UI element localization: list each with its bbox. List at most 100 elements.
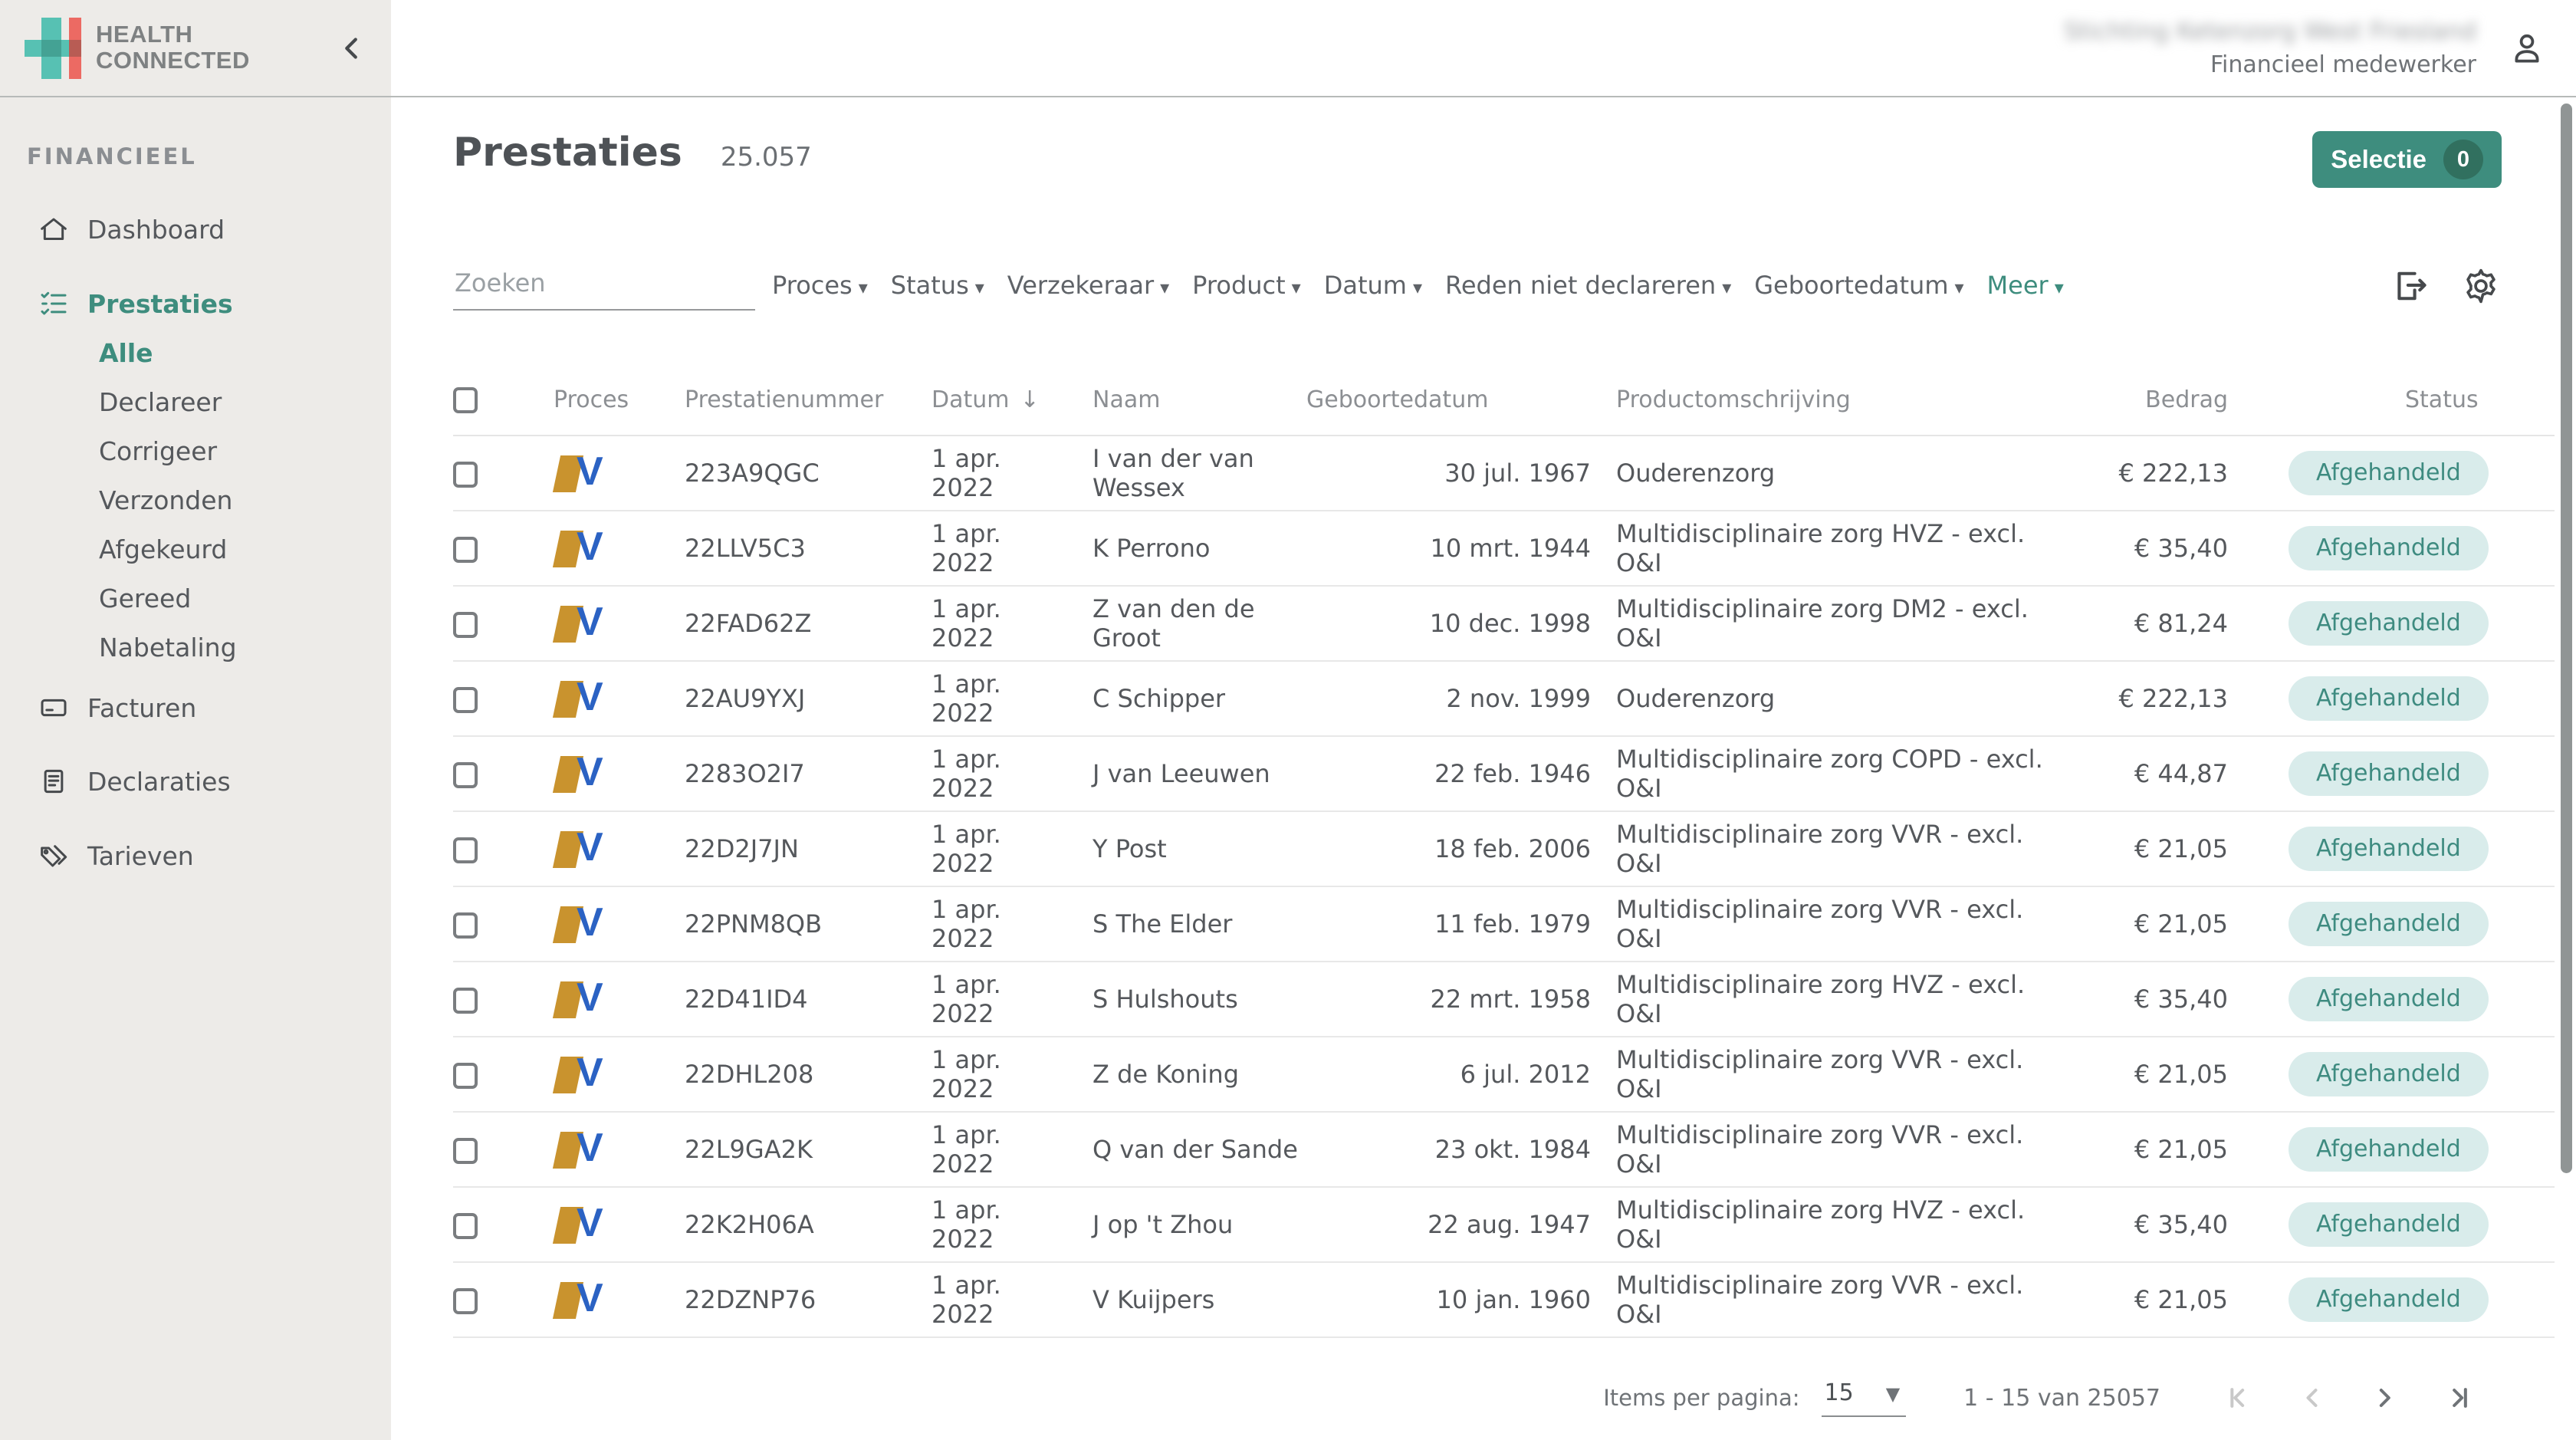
column-header-datum[interactable]: Datum ↓ <box>908 364 1069 436</box>
row-checkbox[interactable] <box>453 837 478 863</box>
column-header-naam[interactable]: Naam <box>1069 364 1306 436</box>
row-checkbox[interactable] <box>453 612 478 638</box>
sidebar-subitem[interactable]: Corrigeer <box>99 436 218 466</box>
export-icon[interactable] <box>2389 266 2429 306</box>
filter-meer[interactable]: Meer ▾ <box>1986 271 2064 300</box>
filter-dropdown[interactable]: Datum ▾ <box>1323 271 1423 300</box>
geboortedatum-cell: 23 okt. 1984 <box>1306 1112 1591 1188</box>
filter-dropdown[interactable]: Geboortedatum ▾ <box>1754 271 1964 300</box>
home-icon <box>38 213 71 245</box>
first-page-button[interactable] <box>2228 1382 2259 1413</box>
filter-dropdown[interactable]: Product ▾ <box>1192 271 1301 300</box>
status-badge: Afgehandeld <box>2288 676 2489 721</box>
prestatienummer-cell: 22DZNP76 <box>661 1262 908 1338</box>
table-header-row: Proces Prestatienummer Datum ↓ Naam Geboo… <box>453 364 2555 436</box>
filter-dropdown[interactable]: Status ▾ <box>890 271 984 300</box>
chevron-down-icon: ▾ <box>1412 277 1423 298</box>
table-row[interactable]: V 22K2H06A 1 apr. 2022 J op 't Zhou 22 a… <box>453 1187 2555 1263</box>
row-checkbox[interactable] <box>453 1138 478 1164</box>
select-all-checkbox[interactable] <box>453 386 478 413</box>
table-row[interactable]: V 223A9QGC 1 apr. 2022 I van der van Wes… <box>453 436 2555 511</box>
row-checkbox[interactable] <box>453 462 478 488</box>
sidebar-item-facturen[interactable]: Facturen <box>0 683 391 732</box>
table-row[interactable]: V 2283O2I7 1 apr. 2022 J van Leeuwen 22 … <box>453 736 2555 812</box>
settings-gear-icon[interactable] <box>2461 266 2501 306</box>
selectie-button[interactable]: Selectie 0 <box>2312 131 2502 188</box>
row-checkbox[interactable] <box>453 1288 478 1314</box>
sidebar-item-declaraties[interactable]: Declaraties <box>0 757 391 806</box>
table-row[interactable]: V 22L9GA2K 1 apr. 2022 Q van der Sande 2… <box>453 1112 2555 1188</box>
row-checkbox[interactable] <box>453 687 478 713</box>
column-header-productomschrijving[interactable]: Productomschrijving <box>1591 364 2044 436</box>
geboortedatum-cell: 11 feb. 1979 <box>1306 886 1591 962</box>
search-field[interactable] <box>453 268 755 311</box>
last-page-button[interactable] <box>2440 1382 2470 1413</box>
column-header-bedrag[interactable]: Bedrag <box>2044 364 2228 436</box>
sidebar-collapse-button[interactable] <box>334 31 370 66</box>
naam-cell: S The Elder <box>1069 886 1306 962</box>
sidebar: FINANCIEEL Dashboard Prestaties Alle Dec… <box>0 97 391 1440</box>
status-badge: Afgehandeld <box>2288 1277 2489 1322</box>
row-checkbox[interactable] <box>453 537 478 563</box>
bedrag-cell: € 35,40 <box>2044 511 2228 587</box>
table-row[interactable]: V 22DHL208 1 apr. 2022 Z de Koning 6 jul… <box>453 1037 2555 1113</box>
datum-cell: 1 apr. 2022 <box>908 511 1069 587</box>
table-row[interactable]: V 22D2J7JN 1 apr. 2022 Y Post 18 feb. 20… <box>453 811 2555 887</box>
naam-cell: C Schipper <box>1069 661 1306 737</box>
geboortedatum-cell: 2 nov. 1999 <box>1306 661 1591 737</box>
proces-vecozo-icon: V <box>552 449 612 495</box>
filter-dropdown[interactable]: Proces ▾ <box>772 271 868 300</box>
previous-page-button[interactable] <box>2298 1382 2329 1413</box>
datum-cell: 1 apr. 2022 <box>908 1037 1069 1113</box>
row-checkbox[interactable] <box>453 988 478 1014</box>
column-header-geboortedatum[interactable]: Geboortedatum <box>1306 364 1591 436</box>
sidebar-item-prestaties[interactable]: Prestaties <box>0 279 391 328</box>
table-row[interactable]: V 22D41ID4 1 apr. 2022 S Hulshouts 22 mr… <box>453 962 2555 1037</box>
sidebar-item-dashboard[interactable]: Dashboard <box>0 205 391 254</box>
filter-dropdown[interactable]: Verzekeraar ▾ <box>1007 271 1170 300</box>
table-row[interactable]: V 22LLV5C3 1 apr. 2022 K Perrono 10 mrt.… <box>453 511 2555 587</box>
column-header-proces[interactable]: Proces <box>530 364 661 436</box>
row-checkbox[interactable] <box>453 1213 478 1239</box>
geboortedatum-cell: 30 jul. 1967 <box>1306 436 1591 511</box>
vertical-scrollbar[interactable] <box>2561 104 2572 1173</box>
datum-cell: 1 apr. 2022 <box>908 586 1069 662</box>
status-badge: Afgehandeld <box>2288 526 2489 570</box>
status-cell: Afgehandeld <box>2228 886 2555 962</box>
bedrag-cell: € 44,87 <box>2044 736 2228 812</box>
sidebar-subitem[interactable]: Nabetaling <box>99 632 237 662</box>
sidebar-subitem[interactable]: Afgekeurd <box>99 534 228 564</box>
proces-vecozo-icon: V <box>552 825 612 871</box>
search-input[interactable] <box>453 268 755 298</box>
chevron-down-icon: ▾ <box>1291 277 1301 298</box>
proces-vecozo-icon: V <box>552 750 612 796</box>
filter-dropdown[interactable]: Reden niet declareren ▾ <box>1445 271 1732 300</box>
table-row[interactable]: V 22PNM8QB 1 apr. 2022 S The Elder 11 fe… <box>453 886 2555 962</box>
geboortedatum-cell: 10 mrt. 1944 <box>1306 511 1591 587</box>
table-row[interactable]: V 22AU9YXJ 1 apr. 2022 C Schipper 2 nov.… <box>453 661 2555 737</box>
user-account-icon[interactable] <box>2509 30 2545 67</box>
next-page-button[interactable] <box>2369 1382 2400 1413</box>
column-header-prestatienummer[interactable]: Prestatienummer <box>661 364 908 436</box>
sidebar-subitem[interactable]: Alle <box>99 337 153 368</box>
bedrag-cell: € 222,13 <box>2044 436 2228 511</box>
table-row[interactable]: V 22DZNP76 1 apr. 2022 V Kuijpers 10 jan… <box>453 1262 2555 1338</box>
status-cell: Afgehandeld <box>2228 962 2555 1037</box>
row-checkbox[interactable] <box>453 1063 478 1089</box>
table-row[interactable]: V 22FAD62Z 1 apr. 2022 Z van den de Groo… <box>453 586 2555 662</box>
chevron-left-icon <box>345 38 357 59</box>
sidebar-subitem[interactable]: Verzonden <box>99 485 233 515</box>
chevron-down-icon: ▾ <box>1160 277 1170 298</box>
row-checkbox[interactable] <box>453 912 478 939</box>
status-cell: Afgehandeld <box>2228 436 2555 511</box>
sidebar-item-tarieven[interactable]: Tarieven <box>0 831 391 880</box>
topbar: HEALTH CONNECTED Stichting Ketenzorg Wes… <box>0 0 2576 97</box>
sidebar-subitem[interactable]: Gereed <box>99 583 192 613</box>
prestatienummer-cell: 22DHL208 <box>661 1037 908 1113</box>
sidebar-subitem[interactable]: Declareer <box>99 386 222 417</box>
bedrag-cell: € 21,05 <box>2044 1037 2228 1113</box>
row-checkbox[interactable] <box>453 762 478 788</box>
column-header-status[interactable]: Status <box>2228 364 2555 436</box>
prestatienummer-cell: 22AU9YXJ <box>661 661 908 737</box>
items-per-page-select[interactable]: 15 ▼ <box>1821 1379 1907 1417</box>
